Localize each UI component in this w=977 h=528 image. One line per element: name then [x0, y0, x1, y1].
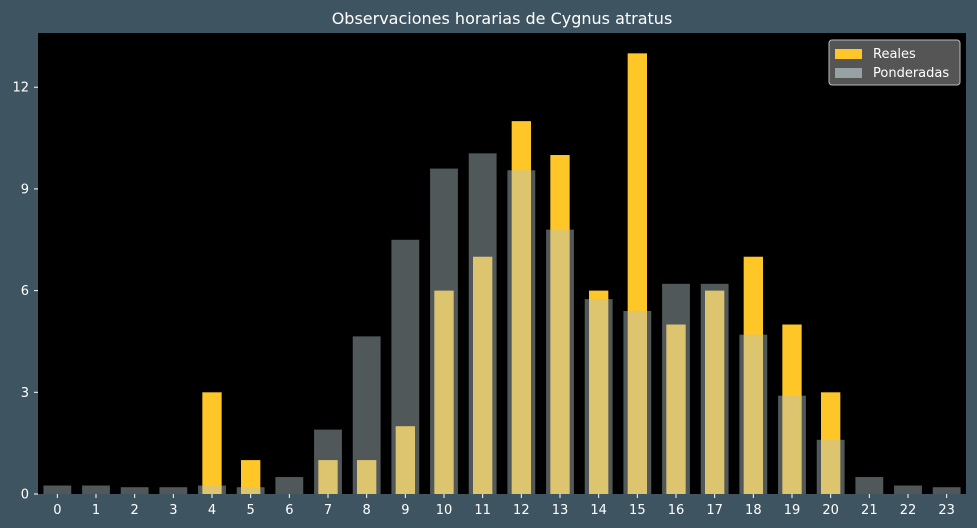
- y-tick-label-9: 9: [21, 182, 29, 197]
- bar-ponderadas-8: [352, 336, 381, 494]
- bar-ponderadas-5: [236, 487, 265, 494]
- x-tick-label-11: 11: [474, 503, 491, 518]
- x-tick-label-14: 14: [590, 503, 607, 518]
- x-tick-label-23: 23: [938, 503, 955, 518]
- x-tick-label-5: 5: [247, 503, 255, 518]
- bar-ponderadas-12: [507, 170, 536, 494]
- x-tick-label-2: 2: [131, 503, 139, 518]
- x-tick-label-19: 19: [784, 503, 801, 518]
- bar-ponderadas-11: [468, 153, 497, 494]
- bar-ponderadas-1: [82, 485, 110, 494]
- bar-ponderadas-21: [855, 477, 884, 494]
- bar-reales-19: [782, 324, 802, 494]
- legend-swatch-reales: [835, 49, 862, 59]
- bar-reales-16: [666, 324, 686, 494]
- x-axis: 0 1 2 3 4 5 6 7 8 9 10 11 12 13 14 15 16 17 18 19 20 21 22 23: [53, 494, 955, 518]
- bar-reales-10: [434, 290, 454, 494]
- y-tick-label-3: 3: [21, 386, 29, 401]
- bar-ponderadas-13: [546, 229, 574, 494]
- bar-reales-7: [318, 460, 338, 494]
- x-tick-label-15: 15: [629, 503, 646, 518]
- x-tick-label-22: 22: [900, 503, 917, 518]
- bar-ponderadas-4: [198, 485, 226, 494]
- x-tick-label-21: 21: [861, 503, 878, 518]
- bar-ponderadas-6: [275, 477, 304, 494]
- bar-ponderadas-23: [932, 487, 961, 494]
- bar-reales-9: [395, 426, 415, 494]
- x-tick-label-3: 3: [169, 503, 177, 518]
- x-tick-label-9: 9: [401, 503, 409, 518]
- x-tick-label-18: 18: [745, 503, 762, 518]
- legend-swatch-ponderadas: [835, 68, 862, 78]
- bar-ponderadas-16: [662, 283, 690, 494]
- bar-ponderadas-18: [739, 334, 768, 494]
- chart-title: Observaciones horarias de Cygnus atratus: [332, 9, 673, 28]
- bar-reales-17: [705, 290, 725, 494]
- y-axis: 0 3 6 9 12: [12, 81, 38, 503]
- bar-reales-4: [202, 392, 222, 494]
- bar-reales-12: [511, 121, 531, 494]
- x-tick-label-0: 0: [53, 503, 61, 518]
- bar-reales-14: [589, 290, 609, 494]
- bar-reales-18: [743, 256, 763, 494]
- bar-ponderadas-22: [894, 485, 922, 494]
- bar-reales-8: [357, 460, 377, 494]
- bar-ponderadas-17: [700, 283, 729, 494]
- x-tick-label-7: 7: [324, 503, 332, 518]
- bars-layer: [43, 53, 961, 495]
- legend-label-reales: Reales: [873, 47, 916, 62]
- plot-area: [38, 33, 966, 494]
- bar-ponderadas-3: [159, 487, 188, 494]
- bar-reales-11: [473, 256, 493, 494]
- y-tick-label-0: 0: [21, 488, 29, 503]
- x-tick-label-13: 13: [552, 503, 569, 518]
- bar-reales-13: [550, 155, 570, 494]
- x-tick-label-4: 4: [208, 503, 216, 518]
- bar-reales-5: [241, 460, 261, 494]
- bar-reales-20: [821, 392, 841, 494]
- legend: Reales Ponderadas: [828, 39, 961, 86]
- x-tick-label-6: 6: [285, 503, 293, 518]
- bar-ponderadas-7: [314, 429, 342, 494]
- x-tick-label-10: 10: [436, 503, 453, 518]
- bar-ponderadas-14: [584, 299, 613, 494]
- x-tick-label-1: 1: [92, 503, 100, 518]
- bar-ponderadas-0: [43, 485, 72, 494]
- y-tick-label-12: 12: [12, 81, 29, 96]
- bar-ponderadas-2: [120, 487, 149, 494]
- bar-ponderadas-10: [430, 168, 458, 494]
- y-tick-label-6: 6: [21, 284, 29, 299]
- bar-ponderadas-9: [391, 239, 420, 494]
- bar-reales-15: [627, 53, 647, 495]
- bar-ponderadas-20: [816, 439, 845, 494]
- x-tick-label-16: 16: [668, 503, 685, 518]
- bar-ponderadas-19: [778, 395, 806, 494]
- bar-ponderadas-15: [623, 310, 652, 494]
- legend-label-ponderadas: Ponderadas: [873, 66, 949, 81]
- x-tick-label-17: 17: [706, 503, 723, 518]
- x-tick-label-12: 12: [513, 503, 530, 518]
- x-tick-label-8: 8: [363, 503, 371, 518]
- x-tick-label-20: 20: [822, 503, 839, 518]
